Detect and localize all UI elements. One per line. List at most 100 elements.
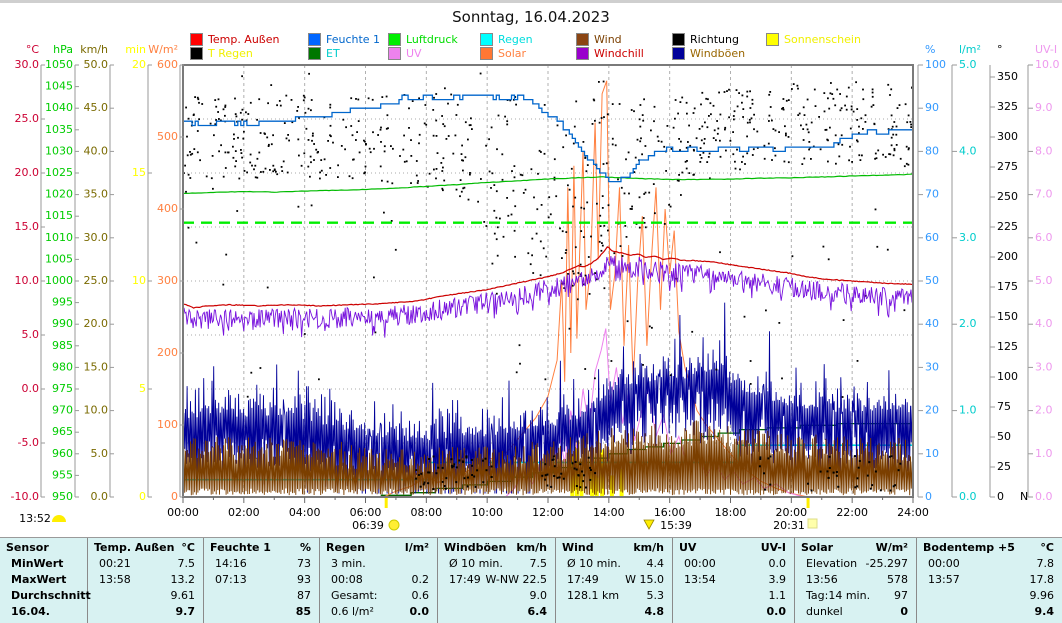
svg-text:350: 350 bbox=[997, 70, 1018, 83]
time-annotations bbox=[52, 515, 818, 531]
svg-text:60: 60 bbox=[925, 231, 939, 244]
legend-swatch bbox=[190, 33, 203, 46]
svg-text:25.0: 25.0 bbox=[84, 274, 109, 287]
svg-text:1000: 1000 bbox=[45, 274, 73, 287]
table-row: 13:56 578 bbox=[806, 573, 908, 586]
legend-item-sonnenschein: Sonnenschein bbox=[766, 33, 861, 46]
sun-mark bbox=[384, 498, 388, 508]
legend-label: Richtung bbox=[690, 33, 739, 46]
svg-text:250: 250 bbox=[997, 190, 1018, 203]
axis-left-hPa bbox=[74, 64, 79, 498]
axis-unit: l/m² bbox=[959, 43, 981, 56]
table-column-feuchte-1: Feuchte 1% 14:16 73 07:13 93 87 85 bbox=[204, 538, 320, 623]
svg-text:20:00: 20:00 bbox=[775, 506, 807, 519]
table-column-temp-au-en: Temp. Außen °C 00:21 7.5 13:58 13.2 9.61 9.7 bbox=[88, 538, 204, 623]
legend-item-windchill: Windchill bbox=[576, 47, 644, 60]
legend-label: Windchill bbox=[594, 47, 644, 60]
svg-text:960: 960 bbox=[52, 447, 73, 460]
table-row: 85 bbox=[295, 605, 311, 618]
svg-text:40: 40 bbox=[925, 317, 939, 330]
table-row: 17:49 W-NW 22.5 bbox=[449, 573, 547, 586]
table-row: 128.1 km 5.3 bbox=[567, 589, 664, 602]
svg-text:225: 225 bbox=[997, 220, 1018, 233]
svg-text:10.0: 10.0 bbox=[15, 274, 40, 287]
svg-text:10: 10 bbox=[132, 274, 146, 287]
svg-text:3.0: 3.0 bbox=[959, 231, 977, 244]
svg-text:0: 0 bbox=[925, 490, 932, 503]
table-row: 00:00 0.0 bbox=[684, 557, 786, 570]
axis-left-min bbox=[147, 64, 152, 498]
svg-text:75: 75 bbox=[997, 400, 1011, 413]
legend-swatch bbox=[308, 33, 321, 46]
table-row: 9.0 bbox=[529, 589, 548, 602]
sun-mark bbox=[806, 498, 810, 508]
sun-icon bbox=[388, 519, 400, 531]
axis-right-deg bbox=[989, 65, 995, 498]
series-wind bbox=[183, 420, 913, 496]
svg-text:25.0: 25.0 bbox=[15, 112, 40, 125]
svg-text:955: 955 bbox=[52, 468, 73, 481]
legend-label: Luftdruck bbox=[406, 33, 458, 46]
event-time: 15:39 bbox=[660, 519, 692, 532]
sunrise-time: 06:39 bbox=[352, 519, 384, 532]
svg-text:00:00: 00:00 bbox=[167, 506, 199, 519]
svg-text:80: 80 bbox=[925, 144, 939, 157]
svg-text:50: 50 bbox=[997, 430, 1011, 443]
table-row: 07:13 93 bbox=[215, 573, 311, 586]
svg-text:100: 100 bbox=[157, 418, 178, 431]
svg-text:950: 950 bbox=[52, 490, 73, 503]
table-row: Gesamt: 0.6 bbox=[331, 589, 429, 602]
svg-text:20: 20 bbox=[132, 58, 146, 71]
table-row: 87 bbox=[297, 589, 311, 602]
svg-text:175: 175 bbox=[997, 280, 1018, 293]
svg-text:400: 400 bbox=[157, 202, 178, 215]
table-row: Tag:14 min. 97 bbox=[806, 589, 908, 602]
svg-text:30.0: 30.0 bbox=[84, 231, 109, 244]
svg-text:16:00: 16:00 bbox=[654, 506, 686, 519]
axis-unit: min bbox=[125, 43, 146, 56]
axis-unit: W/m² bbox=[148, 43, 178, 56]
legend-item-temp-au-en: Temp. Außen bbox=[190, 33, 279, 46]
axis-unit: ° bbox=[997, 43, 1003, 56]
table-row: 00:00 7.8 bbox=[928, 557, 1054, 570]
legend-label: Solar bbox=[498, 47, 527, 60]
svg-text:22:00: 22:00 bbox=[836, 506, 868, 519]
table-row: 3 min. bbox=[331, 557, 366, 570]
table-header: Temp. Außen °C bbox=[94, 541, 195, 554]
table-header: Sensor bbox=[6, 541, 49, 554]
legend-swatch bbox=[388, 33, 401, 46]
legend-label: Wind bbox=[594, 33, 622, 46]
svg-text:4.0: 4.0 bbox=[959, 144, 977, 157]
svg-text:5.0: 5.0 bbox=[91, 447, 109, 460]
series-feuchte-1 bbox=[183, 94, 913, 183]
svg-text:20: 20 bbox=[925, 404, 939, 417]
svg-text:1020: 1020 bbox=[45, 188, 73, 201]
table-column-bodentemp-5: Bodentemp +5 °C 00:00 7.8 13:57 17.8 9.96 9.4 bbox=[917, 538, 1062, 623]
series-temp-aussen bbox=[183, 246, 913, 309]
legend-item-t-regen: T Regen bbox=[190, 47, 253, 60]
svg-text:10:00: 10:00 bbox=[471, 506, 503, 519]
legend-item-uv: UV bbox=[388, 47, 422, 60]
axis-x bbox=[182, 497, 914, 508]
table-row: Elevation -25.297 bbox=[806, 557, 908, 570]
table-header: Regen l/m² bbox=[326, 541, 429, 554]
stats-table: Sensor MinWert MaxWert Durchschnitt 16.04. 2… bbox=[0, 537, 1062, 623]
legend-swatch bbox=[672, 33, 685, 46]
svg-text:1010: 1010 bbox=[45, 231, 73, 244]
svg-text:1.0: 1.0 bbox=[959, 404, 977, 417]
table-row: MinWert bbox=[11, 557, 64, 570]
svg-text:30.0: 30.0 bbox=[15, 58, 40, 71]
legend-swatch bbox=[576, 33, 589, 46]
series-windchill bbox=[183, 255, 913, 338]
svg-text:25: 25 bbox=[997, 460, 1011, 473]
svg-text:5.0: 5.0 bbox=[959, 58, 977, 71]
svg-text:1045: 1045 bbox=[45, 80, 73, 93]
axis-left-C bbox=[40, 64, 45, 498]
table-row: 9.96 bbox=[1029, 589, 1055, 602]
legend-label: T Regen bbox=[208, 47, 253, 60]
legend-item-wind: Wind bbox=[576, 33, 622, 46]
legend-swatch bbox=[480, 33, 493, 46]
table-row: Durchschnitt bbox=[11, 589, 91, 602]
legend-swatch bbox=[308, 47, 321, 60]
